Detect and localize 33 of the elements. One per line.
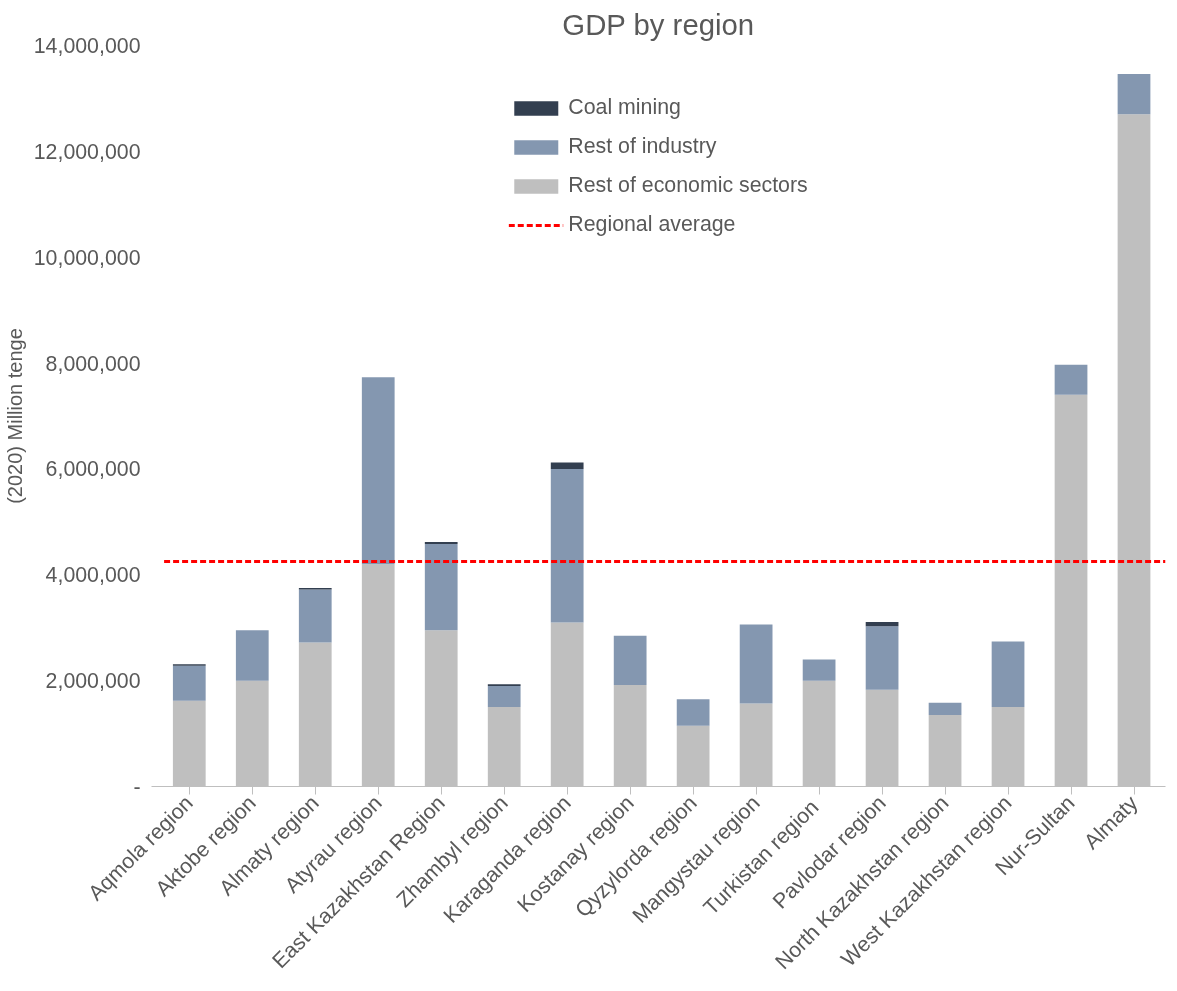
y-tick-label: 14,000,000	[33, 34, 141, 58]
bar	[928, 702, 962, 716]
y-tick-label: -	[133, 775, 141, 799]
bar	[1117, 74, 1151, 115]
bar	[235, 630, 269, 681]
y-tick-label: 4,000,000	[45, 563, 141, 588]
bar	[487, 685, 521, 708]
y-tick-label: 6,000,000	[45, 457, 141, 482]
y-tick-label: 8,000,000	[45, 351, 141, 376]
bar	[1054, 364, 1088, 395]
bar	[865, 626, 899, 690]
y-tick-label: 10,000,000	[33, 245, 141, 270]
bar	[676, 699, 710, 726]
bar	[298, 589, 332, 643]
bar	[865, 621, 899, 627]
bar	[424, 544, 458, 631]
chart-title: GDP by region	[562, 7, 755, 41]
bar	[361, 377, 395, 565]
legend-label: Coal mining	[568, 95, 681, 120]
bar	[739, 624, 773, 704]
bar	[991, 641, 1025, 708]
bar	[550, 468, 584, 623]
bar	[613, 635, 647, 685]
y-tick-label: 2,000,000	[45, 669, 141, 694]
y-axis-title: (2020) Million tenge	[3, 328, 26, 504]
bar	[424, 541, 458, 545]
legend-label: Regional average	[568, 212, 736, 237]
legend-label: Rest of economic sectors	[568, 173, 808, 198]
bar	[802, 659, 836, 681]
bar	[172, 665, 206, 701]
y-tick-label: 12,000,000	[33, 139, 141, 164]
bar	[550, 462, 584, 469]
legend-label: Rest of industry	[568, 134, 717, 159]
